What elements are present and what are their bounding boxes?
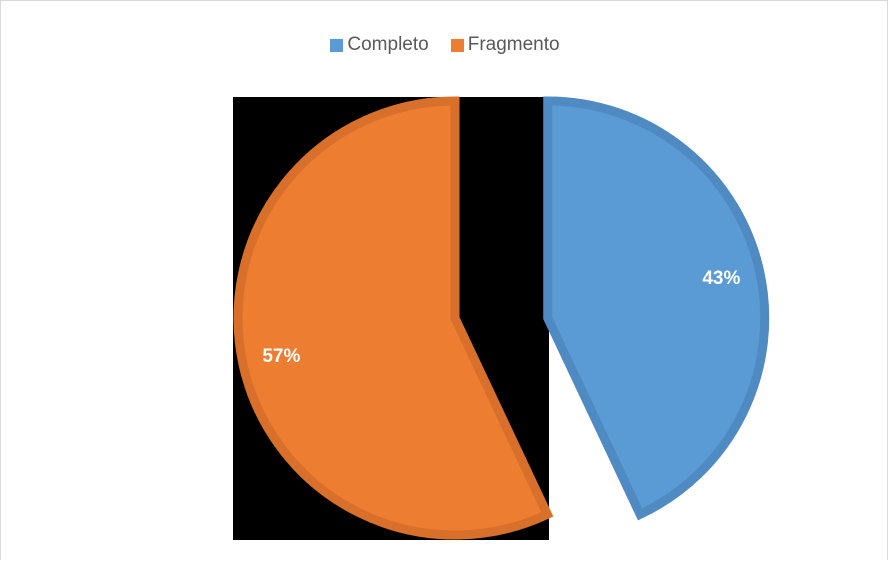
legend: Completo Fragmento — [0, 34, 890, 56]
pie-slice-fragmento — [233, 96, 554, 540]
legend-swatch-fragmento — [450, 38, 464, 52]
pie-slice-completo — [543, 96, 770, 521]
legend-label-completo: Completo — [347, 34, 429, 55]
legend-swatch-completo — [330, 38, 344, 52]
legend-item-fragmento: Fragmento — [450, 34, 560, 56]
data-label-fragmento: 57% — [262, 346, 300, 367]
data-label-completo: 43% — [702, 268, 740, 289]
legend-label-fragmento: Fragmento — [467, 34, 560, 55]
legend-item-completo: Completo — [330, 34, 429, 56]
